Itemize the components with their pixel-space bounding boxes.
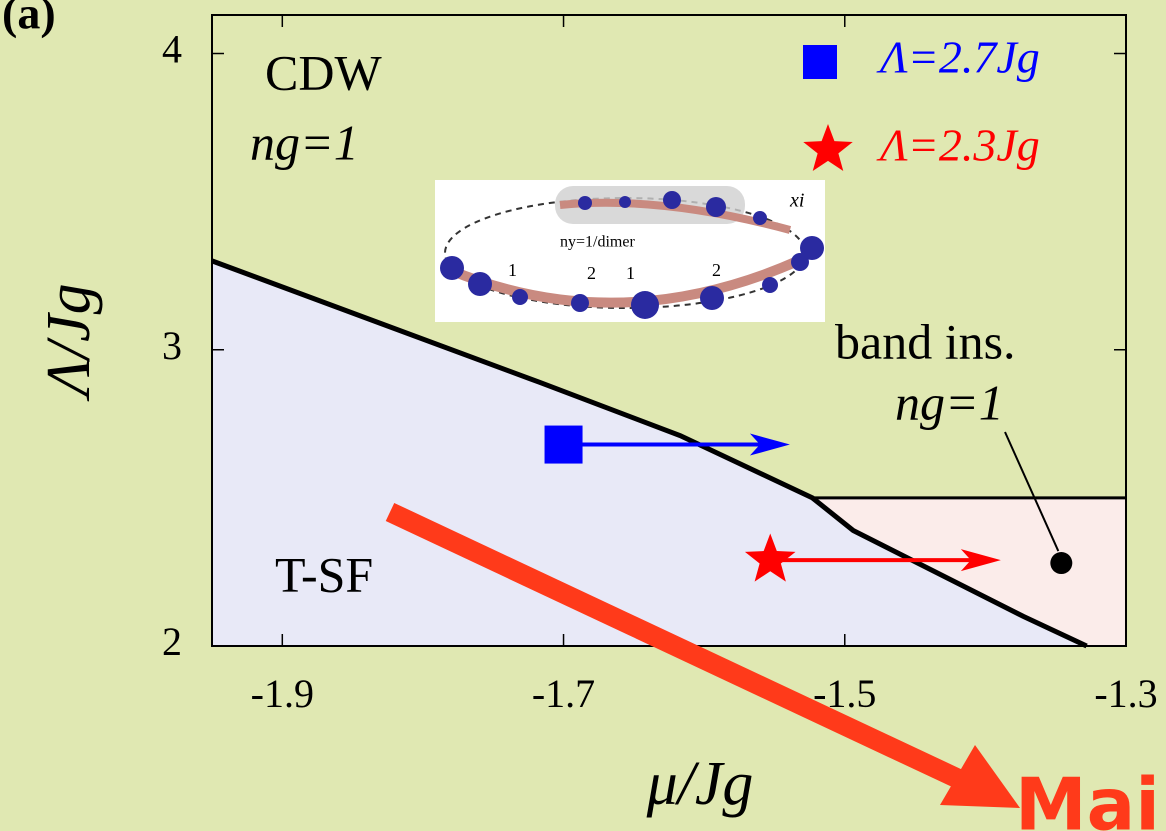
overlay-text: Mai bbox=[1015, 763, 1160, 831]
panel-label: (a) bbox=[2, 0, 56, 39]
x-tick-label: -1.3 bbox=[1094, 671, 1157, 716]
region-label: ng=1 bbox=[895, 374, 1004, 430]
chart: ny=1/dimer xi 1 2 1 2 -1.9-1.7-1.5-1.323… bbox=[0, 0, 1166, 831]
inset-label: xi bbox=[789, 190, 804, 212]
inset-label: ny=1/dimer bbox=[560, 234, 635, 251]
inset-label: 2 bbox=[587, 263, 596, 283]
inset-label: 1 bbox=[508, 260, 517, 280]
x-tick-label: -1.9 bbox=[251, 671, 314, 716]
y-tick-label: 3 bbox=[162, 323, 182, 368]
x-tick-label: -1.7 bbox=[532, 671, 595, 716]
y-tick-label: 4 bbox=[162, 27, 182, 72]
marker-square bbox=[545, 426, 583, 464]
region-label: T-SF bbox=[275, 546, 373, 602]
legend-marker bbox=[803, 45, 837, 79]
page: ny=1/dimer xi 1 2 1 2 -1.9-1.7-1.5-1.323… bbox=[0, 0, 1166, 831]
legend-label: Λ=2.7Jg bbox=[876, 32, 1040, 83]
inset: ny=1/dimer xi 1 2 1 2 bbox=[435, 180, 825, 322]
point bbox=[1050, 552, 1072, 574]
region-label: ng=1 bbox=[250, 114, 359, 170]
legend-label: Λ=2.3Jg bbox=[876, 120, 1040, 171]
y-tick-label: 2 bbox=[162, 619, 182, 664]
region-label: CDW bbox=[265, 44, 382, 100]
x-axis-label: μ/Jg bbox=[646, 750, 754, 818]
inset-label: 1 bbox=[626, 263, 635, 283]
inset-label: 2 bbox=[712, 260, 721, 280]
y-axis-label: Λ/Jg bbox=[35, 283, 103, 401]
region-label: band ins. bbox=[835, 313, 1016, 369]
